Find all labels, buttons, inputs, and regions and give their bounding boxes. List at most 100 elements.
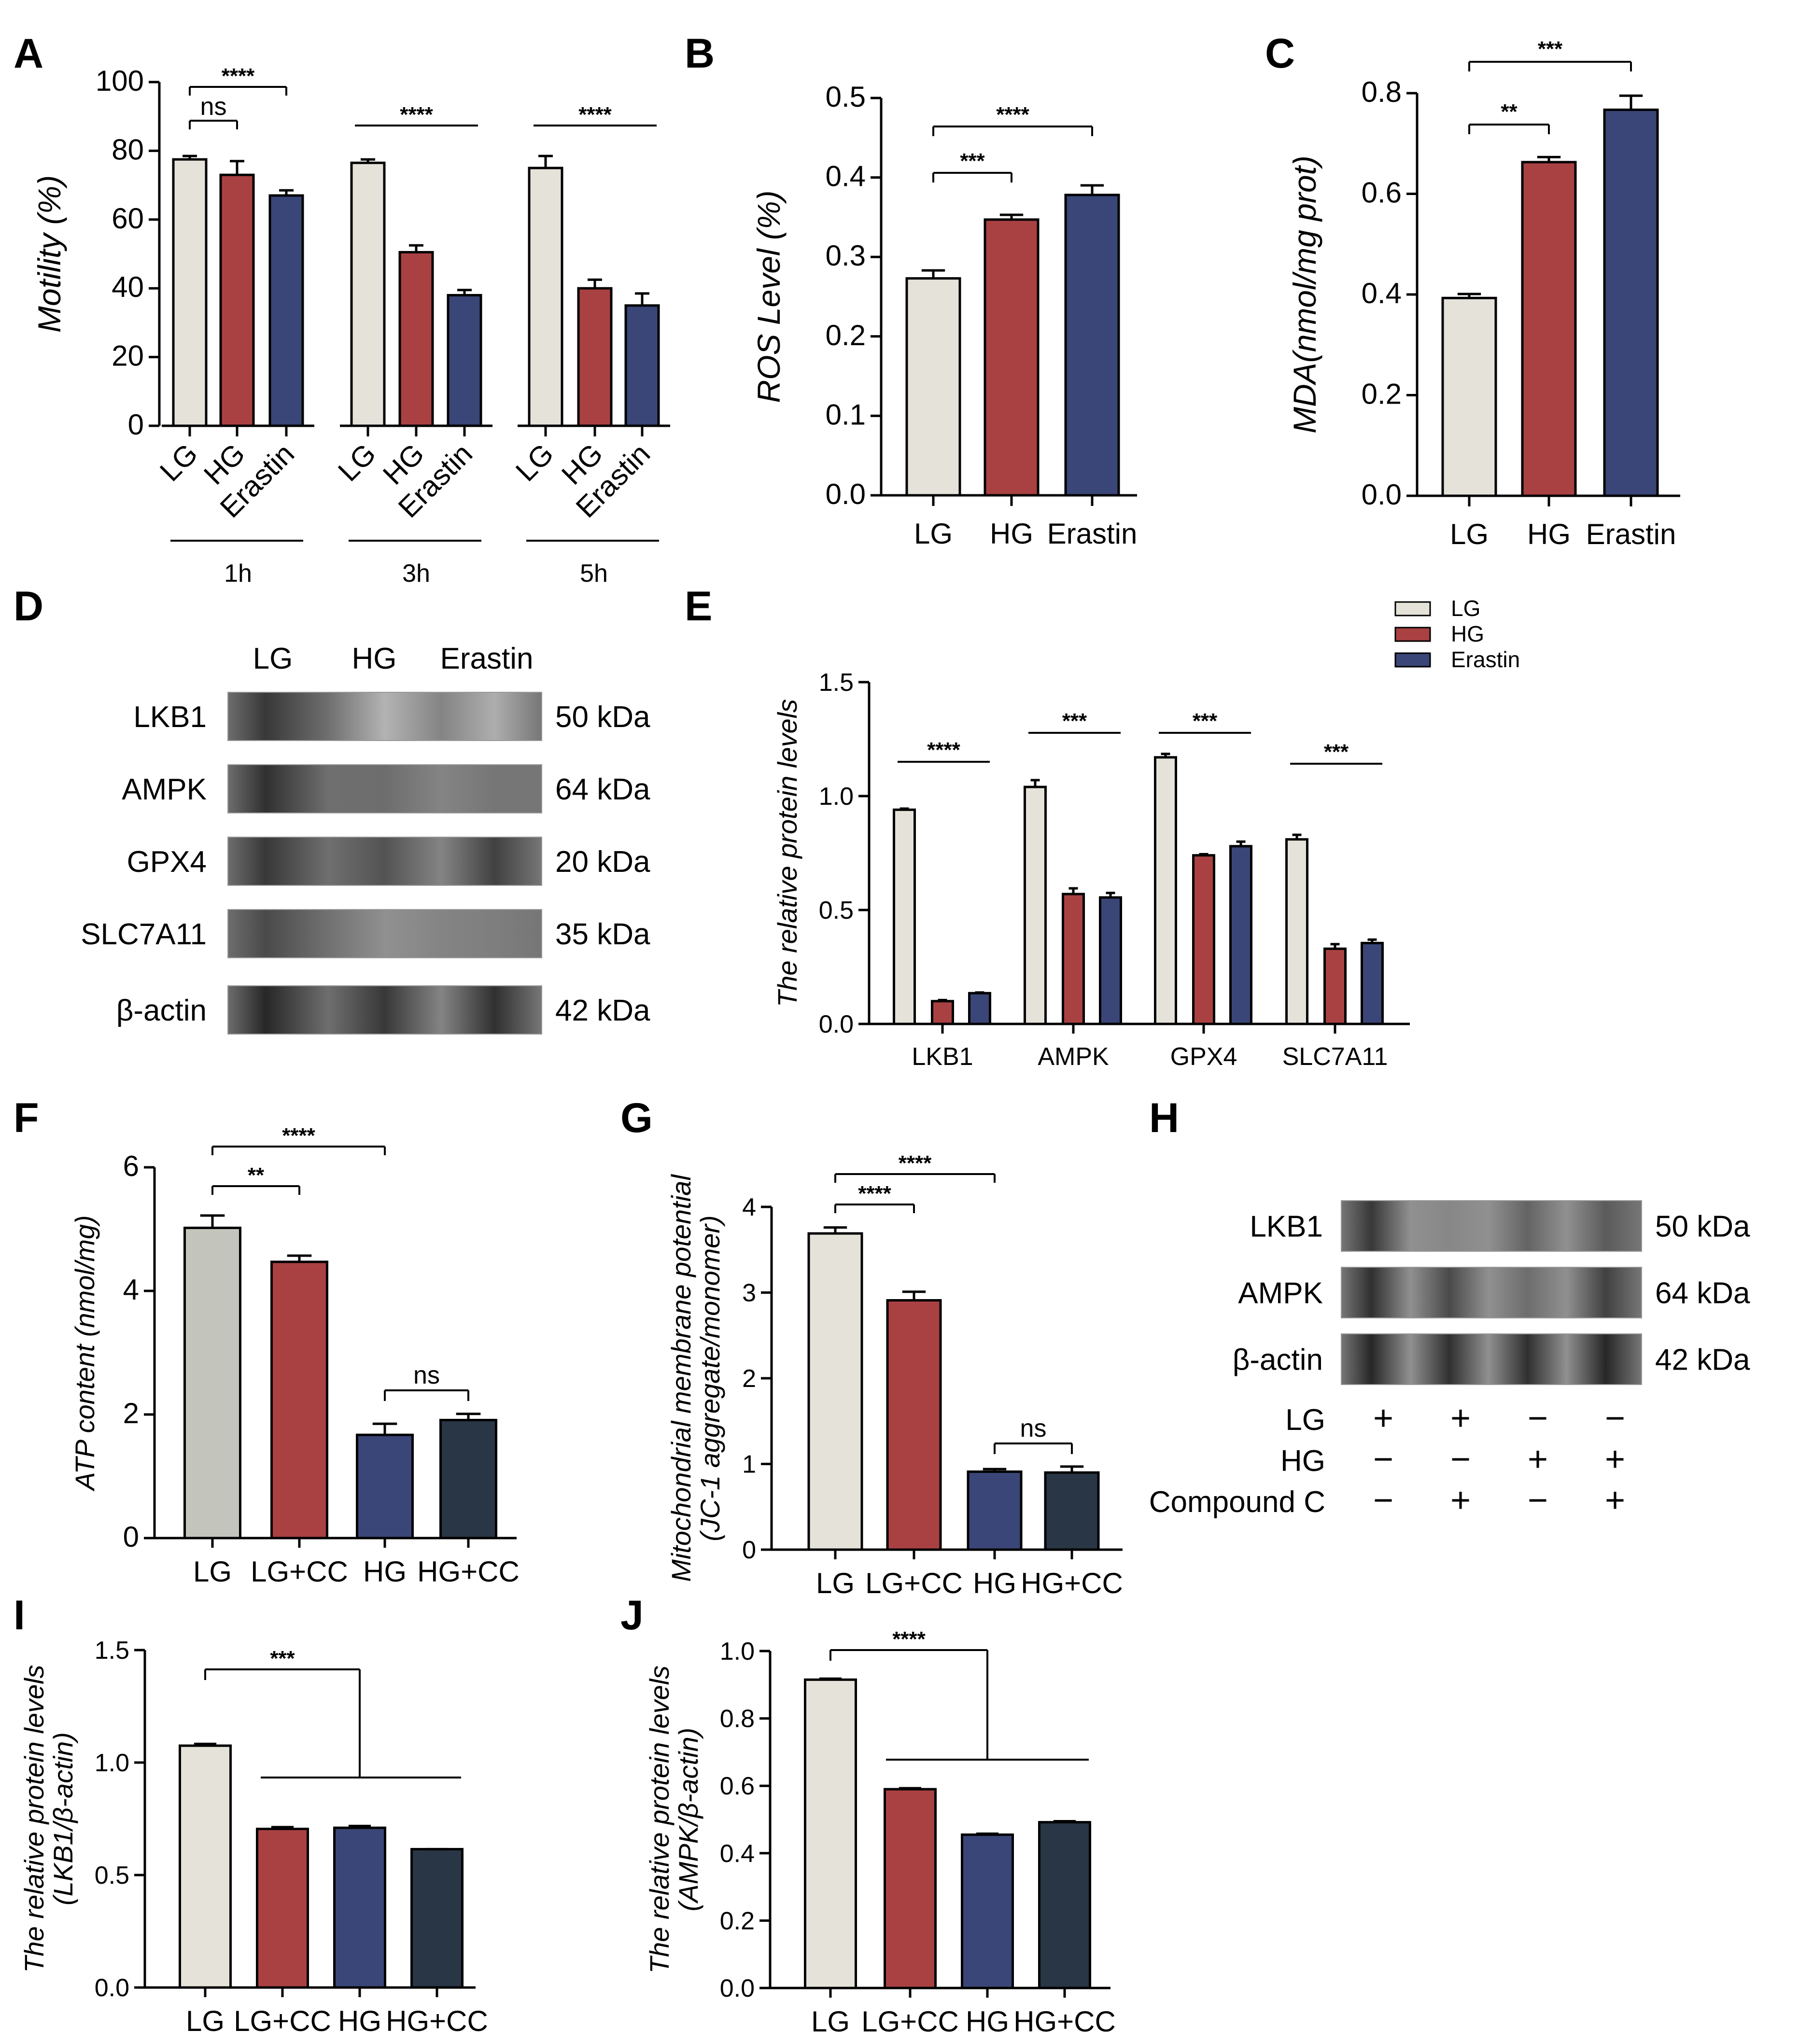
y-tick-label: 0.2 [826,319,866,351]
blot-h-size-label: 64 kDa [1655,1277,1750,1310]
chart-e-legend: LG HG Erastin [1394,596,1520,672]
y-tick-label: 1.0 [720,1638,755,1666]
y-tick-label: 0.5 [95,1862,129,1890]
bar [1062,893,1085,1025]
blot-h-condition-sign: + [1450,1399,1471,1438]
y-axis-label: MDA(nmol/mg prot) [1287,155,1322,434]
chart-e-protein-levels: 0.0 0.5 1.0 1.5 The relative protein levels L… [772,669,1410,1071]
significance-label: *** [1062,709,1087,733]
chart-b-ros-level: 0.0 0.1 0.2 0.3 0.4 0.5 ROS Level (%) LG HG Erast… [751,81,1137,550]
significance-label: ** [248,1163,265,1187]
legend-label: Erastin [1451,647,1520,672]
blot-d-lane-label: LG [253,642,293,675]
chart-c-mda: 0.0 0.2 0.4 0.6 0.8 MDA(nmol/mg prot) LG HG Eras… [1287,37,1680,550]
bar [1285,838,1308,1025]
blot-d-size-label: 20 kDa [555,845,650,879]
x-tick-label: LG [332,437,382,488]
chart-i-lkb1-ratio: 0.0 0.5 1.0 1.5 The relative protein levels(… [19,1637,488,2037]
x-tick-label: LG [1450,518,1489,550]
legend-swatch-lg [1394,601,1431,616]
bar [967,1470,1023,1551]
blot-h-condition-sign: − [1373,1481,1393,1520]
significance-label: ** [1501,100,1518,124]
bar [1099,896,1122,1025]
blot-d-lane-label: Erastin [440,642,534,675]
y-tick-label: 1.0 [95,1749,129,1777]
y-tick-label: 0.5 [819,896,854,924]
bar [172,158,208,427]
bar [1154,756,1177,1025]
bar [333,1826,386,1989]
x-tick-label: LG+CC [234,2005,331,2037]
x-tick-label: GPX4 [1170,1043,1237,1071]
blot-d-protein-label: LKB1 [133,700,207,734]
bar [1361,941,1384,1025]
y-tick-label: 1.5 [819,669,854,697]
panel-letter-f: F [14,1095,39,1141]
y-tick-label: 0.5 [826,81,866,113]
blot-d-size-label: 50 kDa [555,700,650,734]
x-tick-label: LG [811,2005,850,2038]
chart-j-ampk-ratio: 0.0 0.2 0.4 0.6 0.8 1.0 The relative protein l… [644,1627,1116,2038]
bar [179,1744,232,1989]
x-tick-label: LG+CC [861,2005,959,2038]
y-tick-label: 3 [742,1279,756,1307]
blot-h-condition-label: HG [1280,1444,1325,1478]
y-tick-label: 0.4 [826,160,866,193]
y-tick-label: 0.2 [720,1907,755,1935]
blot-h-protein-label: LKB1 [1250,1210,1323,1244]
x-tick-label: Erastin [1586,518,1676,550]
blot-band-strip [227,837,542,886]
bar [1521,161,1577,497]
panel-letter-i: I [14,1592,25,1638]
y-tick-label: 4 [742,1193,756,1221]
bar [439,1419,497,1540]
blot-h-protein-label: AMPK [1238,1277,1323,1310]
blot-h-condition-sign: − [1373,1440,1393,1479]
bar [961,1833,1014,1989]
y-tick-label: 40 [112,271,144,303]
y-tick-label: 0.4 [720,1840,755,1868]
y-tick-label: 2 [742,1365,756,1393]
y-axis-label: The relative protein levels [19,1665,49,1973]
bar [886,1299,942,1551]
significance-label: **** [858,1182,891,1205]
blot-h-condition-sign: + [1450,1481,1471,1520]
x-tick-label: LKB1 [912,1043,973,1071]
y-axis-label: The relative protein levels [772,699,802,1007]
x-tick-label: SLC7A11 [1282,1043,1388,1071]
blot-d-protein-label: AMPK [122,773,207,806]
bar [1038,1821,1091,1989]
y-tick-label: 0 [742,1536,756,1564]
y-tick-label: 0.3 [826,239,866,272]
y-axis-label: (JC-1 aggregate/monomer) [695,1215,725,1541]
chart-g-mitochondrial-potential: 0 1 2 3 4 Mitochondrial membrane potential(JC… [666,1151,1123,1599]
significance-label: **** [996,103,1029,126]
group-label: 5h [580,560,608,588]
y-tick-label: 1.5 [95,1637,129,1665]
y-tick-label: 0.0 [819,1010,854,1038]
x-tick-label: AMPK [1038,1043,1109,1071]
significance-label: **** [282,1124,315,1148]
blot-d-size-label: 64 kDa [555,773,650,806]
bar [905,277,961,497]
bar [984,218,1040,497]
blot-band-strip [1341,1267,1642,1318]
panel-letter-b: B [685,30,715,77]
x-tick-label: Erastin [1047,518,1138,550]
blot-band-strip [1341,1200,1642,1252]
x-tick-label: LG [154,437,204,488]
bar [1323,947,1347,1025]
significance-label: **** [892,1627,926,1651]
blot-band-strip [227,692,542,741]
x-tick-label: LG+CC [865,1567,963,1599]
blot-h-size-label: 50 kDa [1655,1210,1750,1244]
y-tick-label: 0.0 [95,1974,129,2002]
group-label: 1h [224,560,252,588]
y-axis-label: The relative protein levels [644,1666,675,1974]
significance-label: **** [927,738,960,762]
blot-d-protein-label: GPX4 [127,845,207,879]
blot-h-protein-label: β-actin [1233,1344,1323,1377]
bar [931,1000,954,1025]
